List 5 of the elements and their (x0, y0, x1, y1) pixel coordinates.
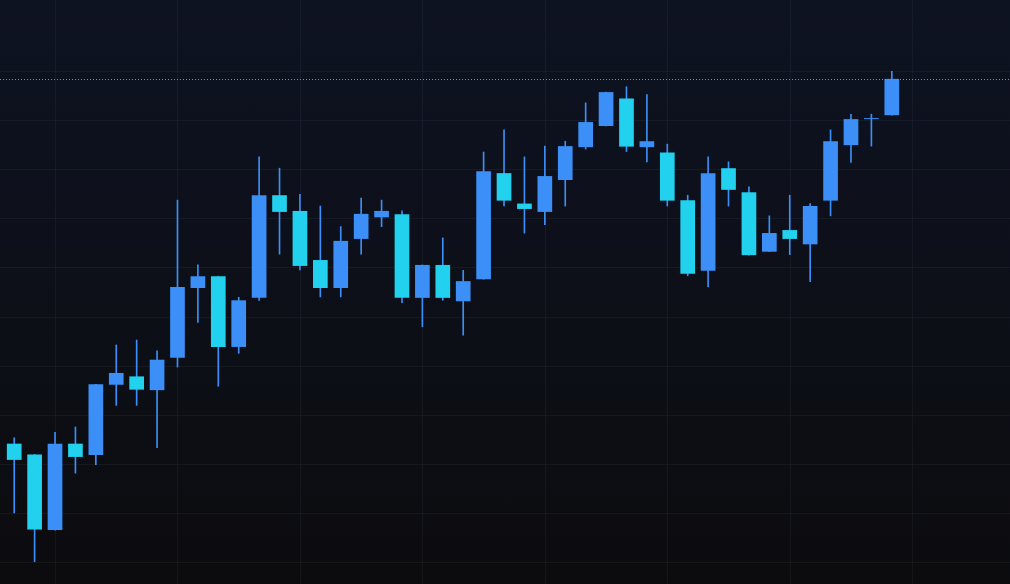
candlestick (639, 94, 655, 163)
candlestick (108, 344, 124, 406)
candlestick (190, 264, 206, 323)
candlestick (6, 437, 22, 514)
candlestick (782, 194, 798, 255)
